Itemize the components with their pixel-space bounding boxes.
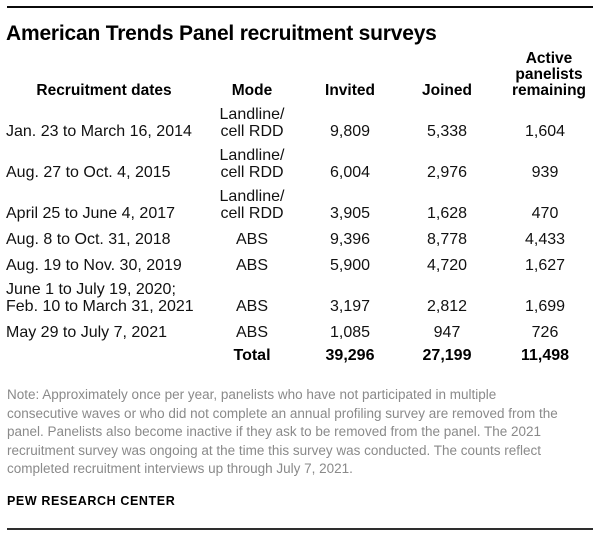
cell-active: 4,433	[524, 231, 566, 248]
mode-line: Landline/	[219, 106, 285, 123]
page-title: American Trends Panel recruitment survey…	[6, 22, 437, 45]
table-row: Jan. 23 to March 16, 2014 Landline/cell …	[6, 99, 594, 140]
mode-line: cell RDD	[220, 123, 284, 140]
cell-invited: 5,900	[329, 257, 371, 274]
top-rule	[7, 6, 593, 8]
cell-active: 470	[531, 205, 559, 222]
total-row: Total 39,296 27,199 11,498	[6, 341, 594, 364]
cell-invited: 6,004	[329, 164, 371, 181]
mode-line: Landline/	[219, 188, 285, 205]
bottom-rule	[7, 528, 593, 530]
cell-joined: 947	[433, 324, 461, 341]
cell-active: 726	[531, 324, 559, 341]
table-row: Aug. 27 to Oct. 4, 2015 Landline/cell RD…	[6, 140, 594, 181]
col-header-mode: Mode	[231, 82, 273, 99]
cell-mode: Landline/cell RDD	[202, 140, 302, 181]
cell-dates-empty	[6, 341, 202, 364]
note-text: Note: Approximately once per year, panel…	[7, 387, 558, 476]
table-row: Aug. 19 to Nov. 30, 2019 ABS 5,900 4,720…	[6, 248, 594, 274]
cell-joined: 1,628	[426, 205, 468, 222]
cell-dates: Aug. 19 to Nov. 30, 2019	[6, 257, 182, 274]
table-row: May 29 to July 7, 2021 ABS 1,085 947 726	[6, 315, 594, 341]
cell-mode: ABS	[235, 231, 268, 248]
recruitment-table: Recruitment dates Mode Invited Joined Ac…	[6, 51, 594, 365]
cell-invited: 3,197	[329, 298, 371, 315]
table-row: June 1 to July 19, 2020; Feb. 10 to Marc…	[6, 274, 594, 315]
cell-invited: 9,396	[329, 231, 371, 248]
cell-total-joined: 27,199	[422, 347, 472, 364]
cell-total-invited: 39,296	[325, 347, 375, 364]
cell-active: 1,604	[524, 123, 566, 140]
cell-invited: 1,085	[329, 324, 371, 341]
cell-invited: 9,809	[329, 123, 371, 140]
cell-invited: 3,905	[329, 205, 371, 222]
cell-dates: June 1 to July 19, 2020; Feb. 10 to Marc…	[6, 281, 194, 315]
cell-joined: 8,778	[426, 231, 468, 248]
col-header-recruitment-dates: Recruitment dates	[36, 82, 172, 99]
cell-mode: Landline/cell RDD	[202, 181, 302, 222]
cell-joined: 4,720	[426, 257, 468, 274]
cell-total-active: 11,498	[520, 347, 570, 364]
col-header-active-panelists: Active panelists remaining	[511, 50, 587, 99]
cell-total-label: Total	[233, 347, 271, 364]
cell-dates: Jan. 23 to March 16, 2014	[6, 123, 192, 140]
source-label: PEW RESEARCH CENTER	[7, 493, 176, 508]
cell-dates: April 25 to June 4, 2017	[6, 205, 176, 222]
cell-active: 1,699	[524, 298, 566, 315]
cell-dates: Aug. 27 to Oct. 4, 2015	[6, 164, 171, 181]
cell-joined: 5,338	[426, 123, 468, 140]
cell-joined: 2,812	[426, 298, 468, 315]
mode-line: Landline/	[219, 147, 285, 164]
table-row: April 25 to June 4, 2017 Landline/cell R…	[6, 181, 594, 222]
cell-mode: ABS	[235, 257, 268, 274]
mode-line: cell RDD	[220, 164, 284, 181]
cell-active: 1,627	[524, 257, 566, 274]
cell-dates: May 29 to July 7, 2021	[6, 324, 167, 341]
col-header-joined: Joined	[422, 82, 472, 99]
header-row: Recruitment dates Mode Invited Joined Ac…	[6, 51, 594, 99]
cell-mode: ABS	[235, 298, 268, 315]
cell-active: 939	[531, 164, 559, 181]
cell-joined: 2,976	[426, 164, 468, 181]
mode-line: cell RDD	[220, 205, 284, 222]
cell-mode: ABS	[235, 324, 268, 341]
cell-dates: Aug. 8 to Oct. 31, 2018	[6, 231, 171, 248]
table-row: Aug. 8 to Oct. 31, 2018 ABS 9,396 8,778 …	[6, 222, 594, 248]
col-header-invited: Invited	[325, 82, 375, 99]
cell-mode: Landline/cell RDD	[202, 99, 302, 140]
